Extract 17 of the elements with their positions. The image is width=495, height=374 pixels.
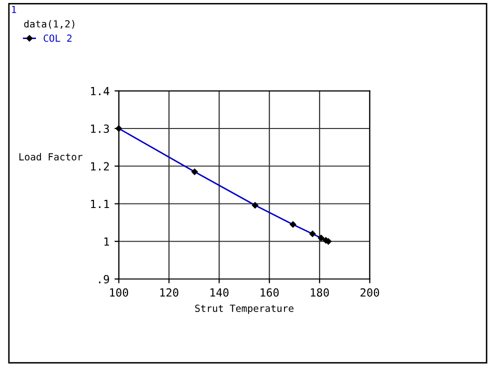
y-tick-label: .9 — [99, 275, 110, 284]
x-axis-title: Strut Temperature — [195, 304, 294, 314]
x-tick-label: 140 — [210, 288, 228, 297]
y-tick-label: 1.2 — [91, 162, 109, 170]
y-tick-label: 1.3 — [91, 124, 109, 133]
x-tick-label: 200 — [360, 288, 380, 297]
x-tick-label: 100 — [110, 288, 128, 297]
legend-title: data(1,2) — [24, 20, 74, 29]
legend-label: COL 2 — [44, 34, 72, 42]
y-axis-title: Load Factor — [19, 152, 82, 160]
text: 1 — [12, 6, 16, 14]
x-tick-label: 120 — [160, 288, 178, 297]
y-tick-label: 1.4 — [91, 87, 110, 96]
x-tick-label: 180 — [310, 288, 329, 297]
y-tick-label: 1.1 — [91, 200, 110, 208]
y-tick-label: 1 — [104, 238, 110, 246]
x-tick-label: 160 — [260, 288, 279, 297]
